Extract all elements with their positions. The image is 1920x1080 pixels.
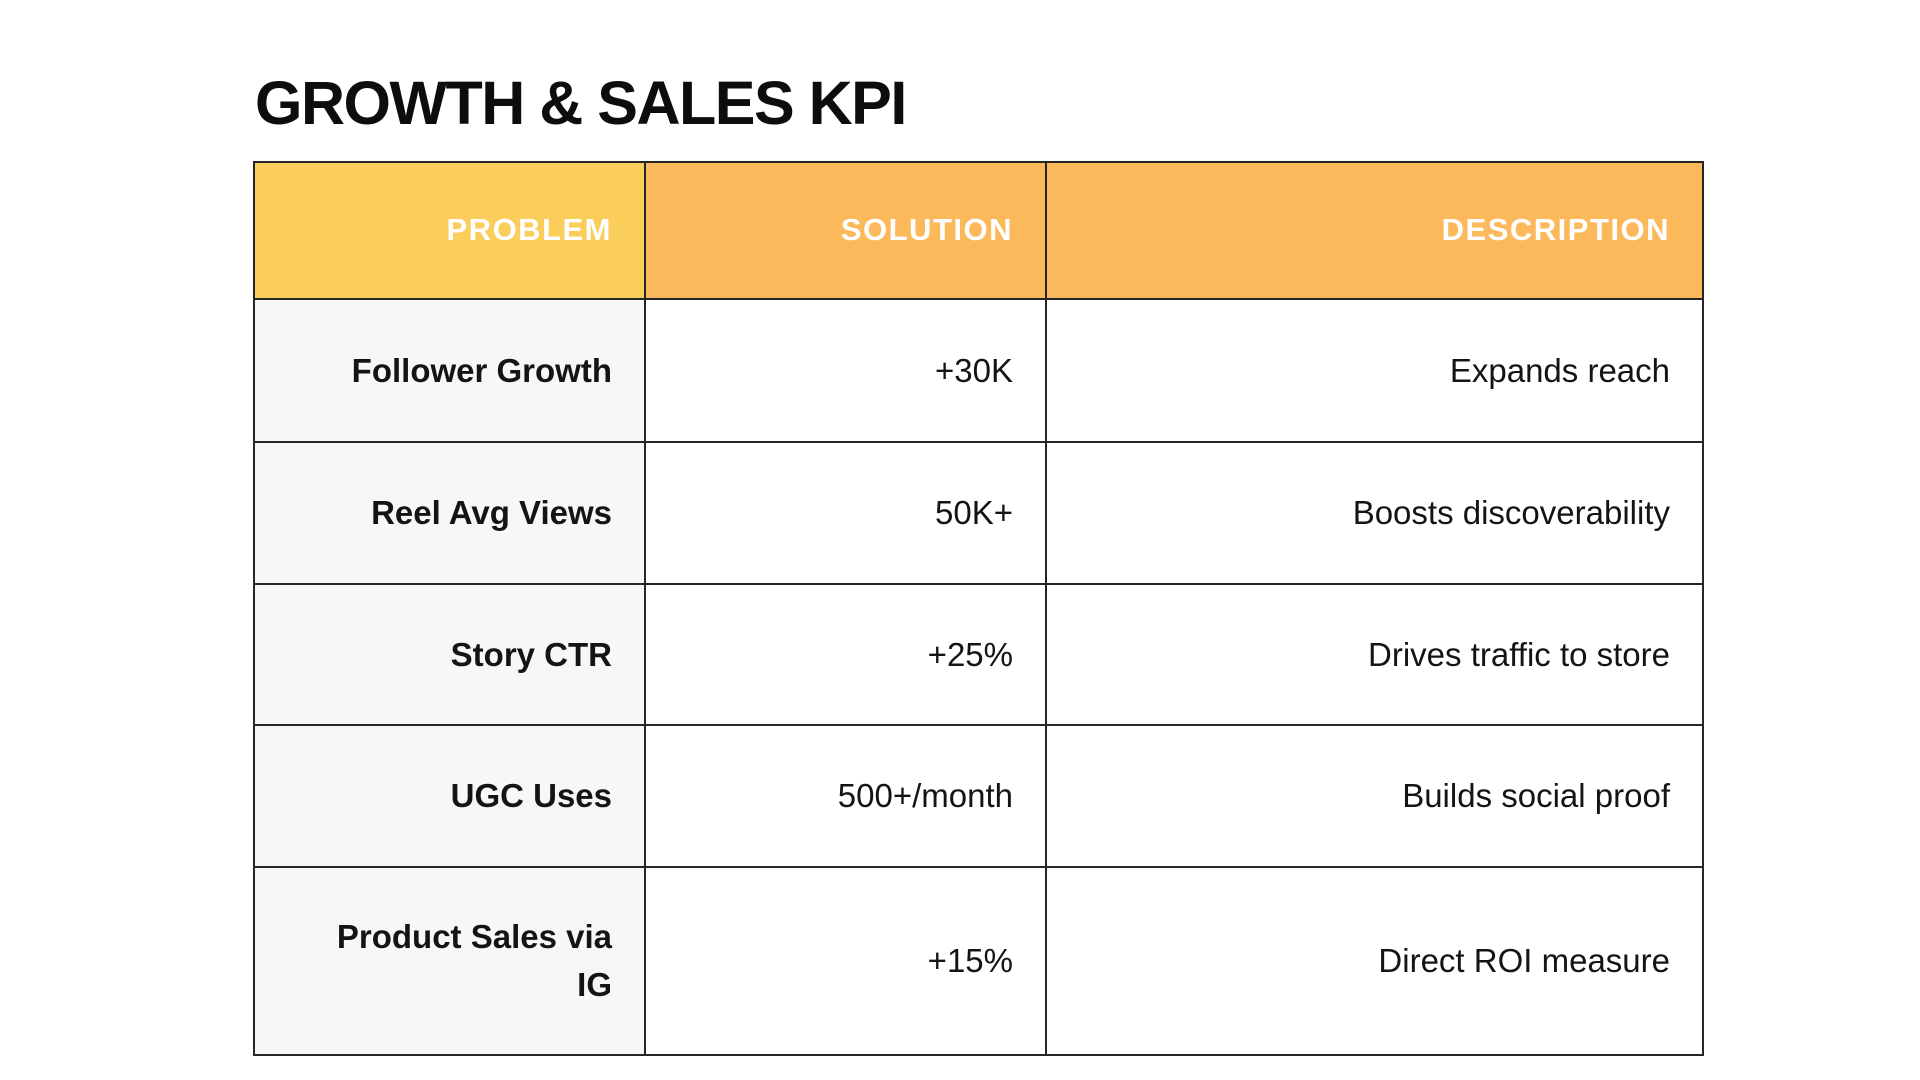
cell-problem-ugc-uses: UGC Uses [255,724,644,866]
cell-problem-product-sales-via-ig: Product Sales via IG [255,866,644,1054]
cell-solution-follower-growth: +30K [644,298,1045,441]
cell-solution-reel-avg-views: 50K+ [644,441,1045,583]
cell-problem-reel-avg-views: Reel Avg Views [255,441,644,583]
header-cell-problem: PROBLEM [255,163,644,298]
cell-description-product-sales-via-ig: Direct ROI measure [1045,866,1702,1054]
page-title: GROWTH & SALES KPI [255,69,907,137]
cell-solution-product-sales-via-ig: +15% [644,866,1045,1054]
cell-description-follower-growth: Expands reach [1045,298,1702,441]
cell-description-reel-avg-views: Boosts discoverability [1045,441,1702,583]
cell-description-story-ctr: Drives traffic to store [1045,583,1702,724]
cell-problem-story-ctr: Story CTR [255,583,644,724]
kpi-table: PROBLEM SOLUTION DESCRIPTION Follower Gr… [253,161,1704,1056]
cell-solution-story-ctr: +25% [644,583,1045,724]
cell-description-ugc-uses: Builds social proof [1045,724,1702,866]
cell-problem-follower-growth: Follower Growth [255,298,644,441]
cell-solution-ugc-uses: 500+/month [644,724,1045,866]
header-cell-description: DESCRIPTION [1045,163,1702,298]
header-cell-solution: SOLUTION [644,163,1045,298]
